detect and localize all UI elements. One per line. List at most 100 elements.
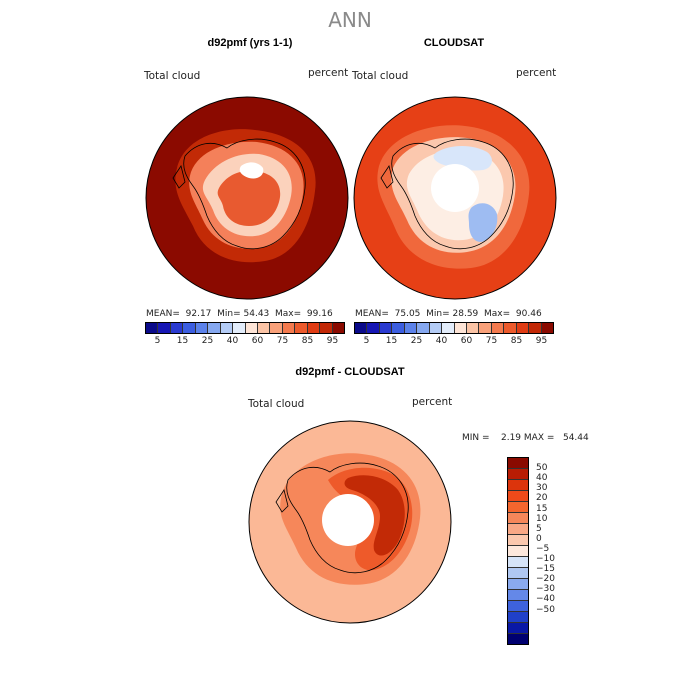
colorbar-tick-label: 5 <box>536 523 542 534</box>
colorbar-tick-label: 60 <box>460 336 473 346</box>
units-label-model: percent <box>308 67 349 79</box>
stats-diff: MIN = 2.19 MAX = 54.44 <box>462 433 589 443</box>
colorbar-tick-label: 25 <box>201 336 214 346</box>
polar-map-model <box>145 96 349 300</box>
colorbar-diff-ticks: 50 40 30 20 15 10 5 0 −5 −10 −15 −20 −30 −40 −50 <box>536 457 576 637</box>
colorbar-tick-label: 15 <box>176 336 189 346</box>
colorbar-tick-label: 15 <box>385 336 398 346</box>
colorbar-swatch <box>245 323 258 333</box>
colorbar-swatch <box>508 557 528 568</box>
colorbar-swatch <box>282 323 296 333</box>
colorbar-swatch <box>355 323 368 333</box>
stats-model: MEAN= 92.17 Min= 54.43 Max= 99.16 <box>146 309 333 319</box>
colorbar-tick-label: −10 <box>536 554 555 564</box>
colorbar-swatch <box>158 323 171 333</box>
colorbar-tick-label: 15 <box>536 503 548 514</box>
stats-obs: MEAN= 75.05 Min= 28.59 Max= 90.46 <box>355 309 542 319</box>
colorbar-swatch <box>392 323 405 333</box>
colorbar-swatch <box>183 323 196 333</box>
colorbar-tick-label: 0 <box>536 533 542 544</box>
colorbar-swatch <box>508 579 528 590</box>
colorbar-swatch <box>504 323 517 333</box>
colorbar-tick-label: 75 <box>485 336 498 346</box>
colorbar-swatch <box>466 323 480 333</box>
colorbar-tick-label: 30 <box>536 483 548 494</box>
colorbar-swatch <box>295 323 308 333</box>
colorbar-tick-label: 20 <box>536 493 548 504</box>
polar-map-diff <box>248 420 452 624</box>
colorbar-swatch <box>508 502 528 513</box>
colorbar-tick-label: 40 <box>435 336 448 346</box>
colorbar-tick-label: 85 <box>510 336 523 346</box>
colorbar-swatch <box>508 480 528 491</box>
page-title: ANN <box>328 8 372 32</box>
colorbar-swatch <box>508 568 528 579</box>
var-label-model: Total cloud <box>144 70 201 82</box>
colorbar-swatch <box>454 323 467 333</box>
colorbar-swatch <box>541 323 553 333</box>
colorbar-swatch <box>417 323 430 333</box>
colorbar-tick-label: 10 <box>536 513 548 524</box>
colorbar-swatch <box>508 634 528 644</box>
colorbar-swatch <box>508 469 528 480</box>
colorbar-swatch <box>429 323 443 333</box>
colorbar-tick-label: 60 <box>251 336 264 346</box>
colorbar-swatch <box>508 623 528 634</box>
polar-map-obs <box>353 96 557 300</box>
colorbar-swatch <box>508 590 528 601</box>
colorbar-tick-label: −40 <box>536 594 555 605</box>
colorbar-swatch <box>508 546 528 557</box>
colorbar-swatch <box>208 323 221 333</box>
colorbar-swatch <box>220 323 234 333</box>
colorbar-swatch <box>508 524 528 535</box>
colorbar-swatch <box>170 323 184 333</box>
units-label-diff: percent <box>412 396 453 408</box>
colorbar-swatch <box>529 323 542 333</box>
colorbar-swatch <box>307 323 321 333</box>
colorbar-swatch <box>146 323 159 333</box>
colorbar-tick-label: −50 <box>536 604 555 615</box>
colorbar-tick-label: 40 <box>536 473 548 484</box>
colorbar-tick-label: 40 <box>226 336 239 346</box>
colorbar-obs: 5 15 25 40 60 75 85 95 <box>354 322 554 346</box>
colorbar-tick-label: −30 <box>536 584 555 595</box>
colorbar-swatch <box>379 323 393 333</box>
panel-title-diff: d92pmf - CLOUDSAT <box>295 366 405 378</box>
colorbar-swatch <box>508 458 528 469</box>
colorbar-swatch <box>442 323 455 333</box>
colorbar-tick-label: 25 <box>410 336 423 346</box>
colorbar-tick-label: 95 <box>535 336 548 346</box>
colorbar-tick-label: 95 <box>326 336 339 346</box>
colorbar-diff <box>507 457 529 645</box>
colorbar-swatch <box>508 601 528 612</box>
var-label-diff: Total cloud <box>248 398 305 410</box>
colorbar-swatch <box>367 323 380 333</box>
colorbar-tick-label: −5 <box>536 543 550 554</box>
colorbar-tick-label: 5 <box>154 336 161 346</box>
colorbar-tick-label: 85 <box>301 336 314 346</box>
colorbar-swatch <box>195 323 209 333</box>
panel-title-obs: CLOUDSAT <box>423 37 485 49</box>
colorbar-swatch <box>332 323 344 333</box>
colorbar-swatch <box>516 323 530 333</box>
colorbar-swatch <box>508 491 528 502</box>
colorbar-swatch <box>479 323 492 333</box>
colorbar-swatch <box>404 323 418 333</box>
colorbar-swatch <box>508 513 528 524</box>
colorbar-model: 5 15 25 40 60 75 85 95 <box>145 322 345 346</box>
colorbar-tick-label: 50 <box>536 463 548 474</box>
colorbar-tick-label: 75 <box>276 336 289 346</box>
colorbar-swatch <box>508 612 528 623</box>
colorbar-swatch <box>320 323 333 333</box>
panel-title-model: d92pmf (yrs 1-1) <box>207 37 293 49</box>
colorbar-swatch <box>270 323 283 333</box>
colorbar-tick-label: 5 <box>363 336 370 346</box>
colorbar-swatch <box>508 535 528 546</box>
colorbar-swatch <box>233 323 246 333</box>
var-label-obs: Total cloud <box>352 70 409 82</box>
units-label-obs: percent <box>516 67 557 79</box>
colorbar-tick-label: −15 <box>536 564 555 575</box>
colorbar-swatch <box>257 323 271 333</box>
colorbar-swatch <box>491 323 505 333</box>
colorbar-tick-label: −20 <box>536 574 555 585</box>
